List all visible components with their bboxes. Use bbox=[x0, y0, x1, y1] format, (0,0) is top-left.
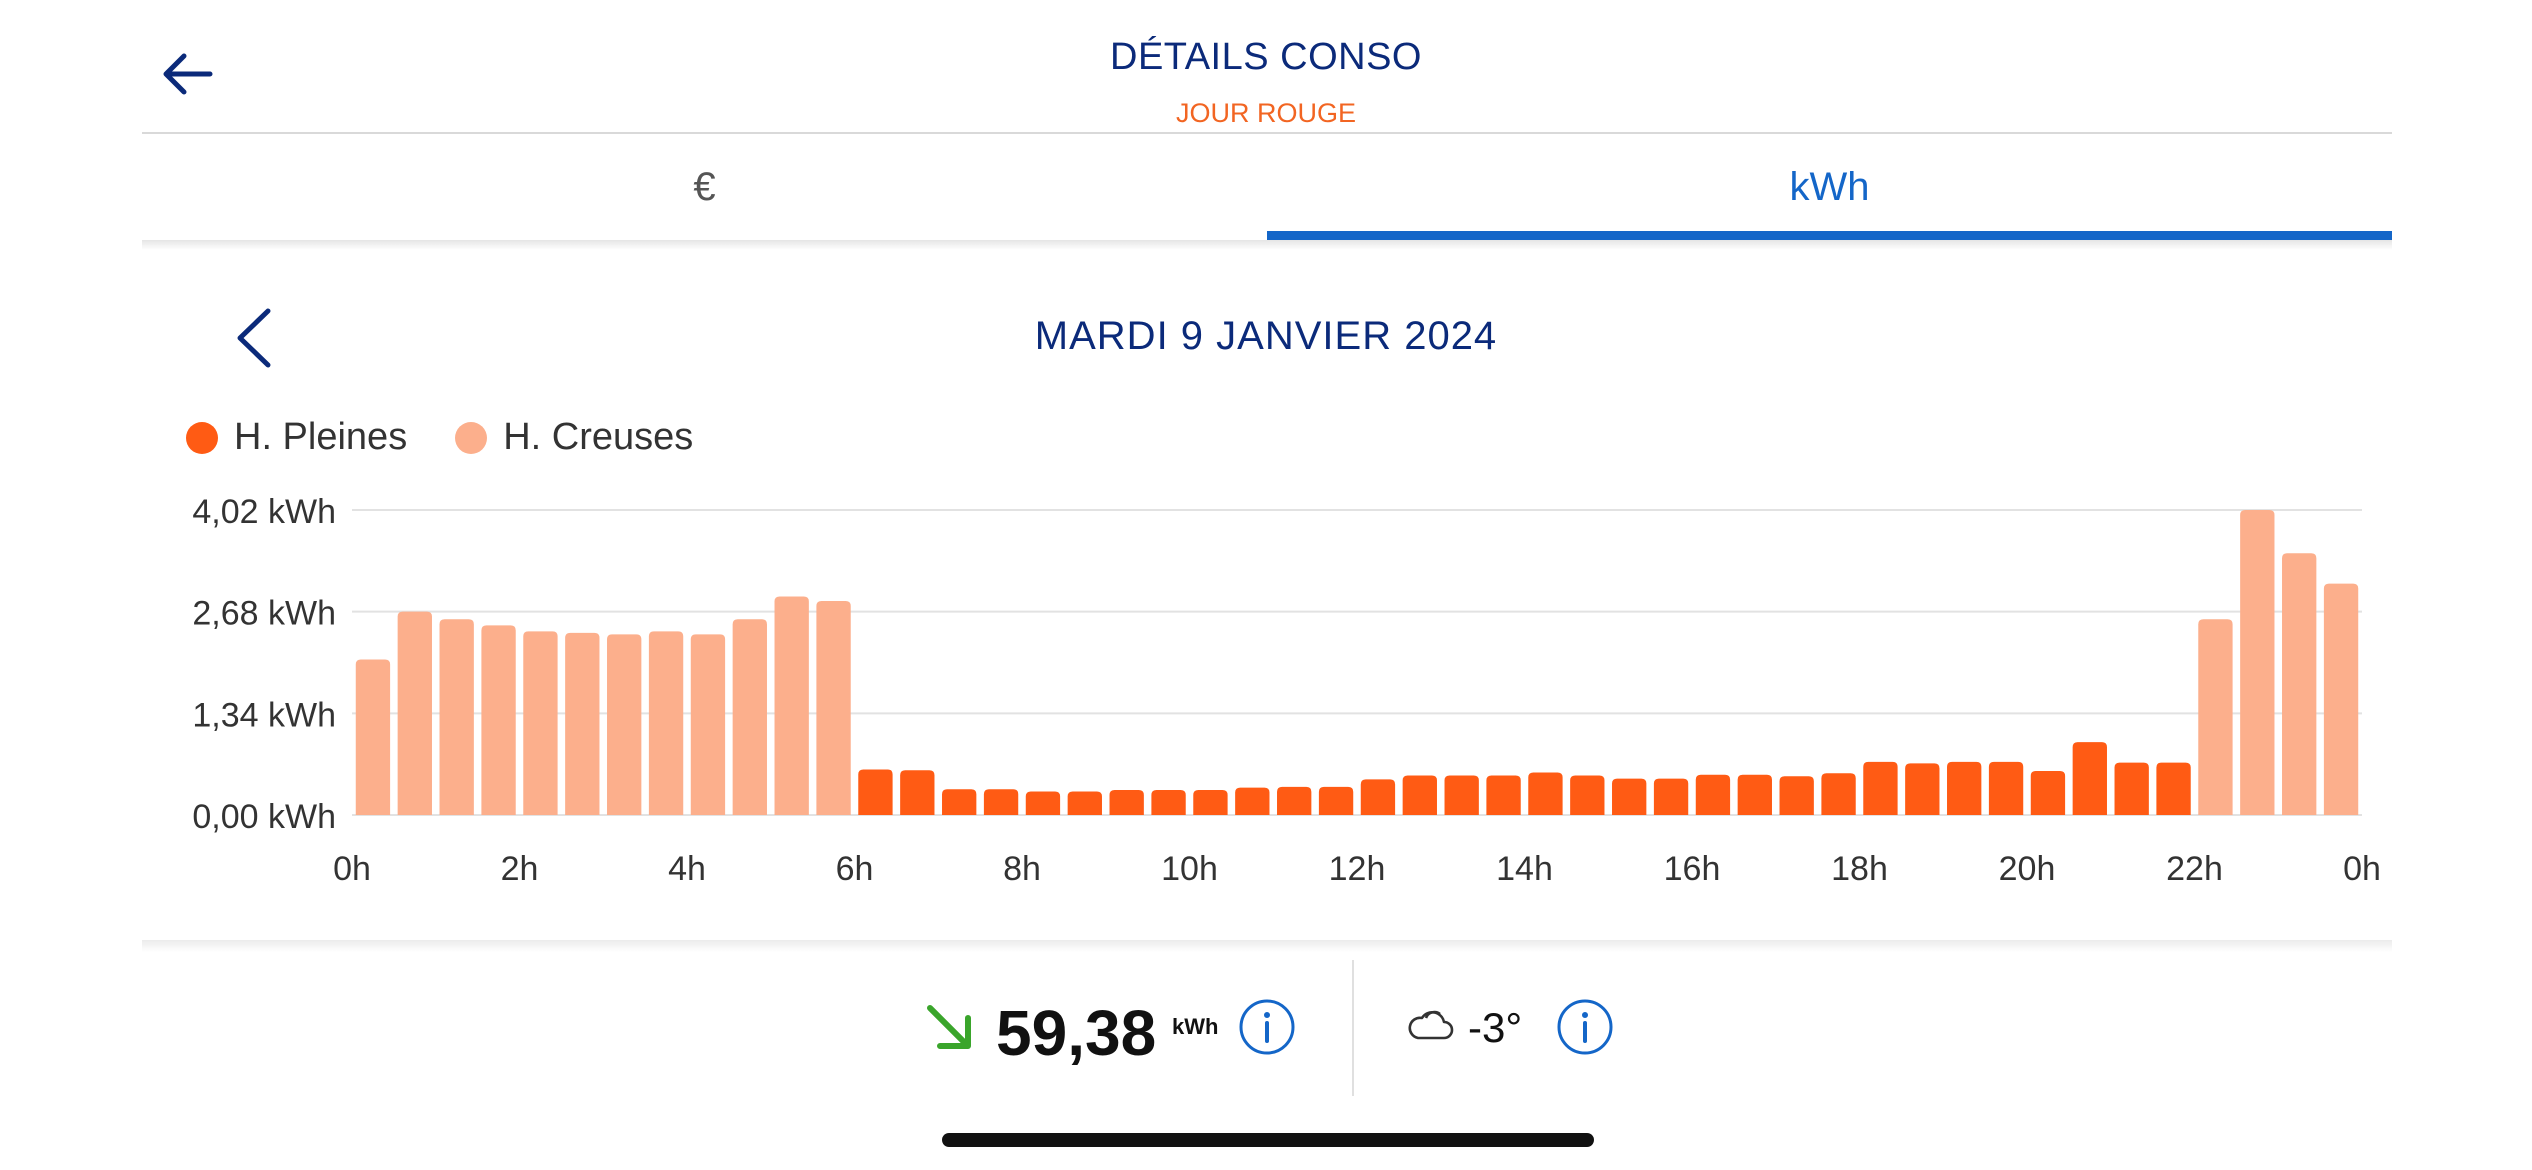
legend-dot-offpeak bbox=[455, 421, 488, 454]
header-divider bbox=[142, 132, 2392, 134]
chart-bar-peak[interactable] bbox=[1402, 775, 1437, 815]
chart-bar-peak[interactable] bbox=[1444, 775, 1479, 815]
x-tick-label: 6h bbox=[836, 850, 874, 888]
chart-bar-peak[interactable] bbox=[1193, 789, 1228, 815]
total-consumption-value: 59,38 bbox=[996, 997, 1157, 1069]
chart-bar-offpeak[interactable] bbox=[523, 631, 558, 815]
chart-bar-peak[interactable] bbox=[1109, 789, 1144, 815]
legend-dot-peak bbox=[186, 421, 218, 454]
x-tick-label: 8h bbox=[1003, 850, 1041, 888]
y-tick-label: 2,68 kWh bbox=[192, 595, 336, 633]
chart-bar-peak[interactable] bbox=[1821, 773, 1856, 815]
x-tick-label: 12h bbox=[1329, 850, 1386, 888]
chart-bar-peak[interactable] bbox=[1486, 775, 1521, 815]
chart-bar-peak[interactable] bbox=[900, 770, 935, 815]
arrow-down-right-icon bbox=[927, 1005, 971, 1049]
chart-bar-peak[interactable] bbox=[1905, 763, 1940, 815]
tab-euro[interactable]: € bbox=[693, 164, 716, 209]
temperature-value: -3° bbox=[1468, 1004, 1523, 1051]
chart-legend: H. Pleines H. Creuses bbox=[186, 416, 741, 459]
chart-bar-peak[interactable] bbox=[1318, 786, 1354, 815]
summary-bar: 59,38 kWh -3° bbox=[0, 960, 2532, 1100]
chart-bar-peak[interactable] bbox=[1863, 761, 1898, 815]
chart-bar-peak[interactable] bbox=[2072, 742, 2107, 815]
x-tick-label: 20h bbox=[1999, 850, 2056, 888]
date-label: MARDI 9 JANVIER 2024 bbox=[1034, 314, 1498, 358]
chart-bar-offpeak[interactable] bbox=[355, 659, 391, 815]
chart-bar-peak[interactable] bbox=[1570, 775, 1605, 815]
chart-bar-peak[interactable] bbox=[942, 789, 977, 815]
chart-bar-peak[interactable] bbox=[983, 789, 1019, 815]
chart-bar-offpeak[interactable] bbox=[648, 631, 684, 815]
chart-bar-offpeak[interactable] bbox=[774, 596, 809, 815]
chart-bar-offpeak[interactable] bbox=[2323, 583, 2359, 815]
consumption-chart: 0,00 kWh 1,34 kWh 2,68 kWh 4,02 kWh 0h 2h 4h 6h… bbox=[192, 493, 2381, 888]
chart-bar-peak[interactable] bbox=[1151, 789, 1186, 815]
chart-bar-offpeak[interactable] bbox=[816, 601, 851, 815]
x-tick-label: 10h bbox=[1161, 850, 1218, 888]
chart-bar-peak[interactable] bbox=[2030, 770, 2066, 815]
back-button[interactable] bbox=[158, 44, 218, 104]
chart-bar-offpeak[interactable] bbox=[2240, 510, 2275, 815]
x-tick-label: 4h bbox=[668, 850, 706, 888]
x-tick-label: 18h bbox=[1831, 850, 1888, 888]
consumption-info-button[interactable] bbox=[1238, 998, 1296, 1056]
y-tick-label: 1,34 kWh bbox=[192, 696, 336, 734]
x-tick-label: 0h bbox=[333, 850, 371, 888]
tabs-shadow bbox=[142, 240, 2392, 250]
chart-bar-offpeak[interactable] bbox=[481, 625, 516, 815]
cloud-icon bbox=[1408, 1010, 1454, 1040]
legend-label-offpeak: H. Creuses bbox=[503, 416, 694, 458]
chart-bar-peak[interactable] bbox=[2114, 762, 2149, 815]
previous-day-button[interactable] bbox=[226, 303, 286, 373]
chart-bar-offpeak[interactable] bbox=[690, 634, 726, 815]
y-tick-label: 0,00 kWh bbox=[192, 798, 336, 836]
chart-bar-peak[interactable] bbox=[858, 769, 893, 815]
page-title: DÉTAILS CONSO bbox=[1110, 36, 1422, 78]
chart-bar-peak[interactable] bbox=[1067, 791, 1102, 815]
chart-bar-offpeak[interactable] bbox=[2198, 619, 2233, 815]
legend-label-peak: H. Pleines bbox=[234, 416, 408, 458]
x-tick-label: 2h bbox=[501, 850, 539, 888]
chart-bar-peak[interactable] bbox=[1737, 774, 1772, 815]
summary-divider bbox=[1352, 960, 1354, 1096]
chart-bar-peak[interactable] bbox=[1528, 772, 1563, 815]
legend-item-peak: H. Pleines bbox=[186, 416, 407, 459]
arrow-left-icon bbox=[163, 53, 213, 95]
chart-bar-offpeak[interactable] bbox=[439, 619, 474, 815]
chart-bar-offpeak[interactable] bbox=[397, 611, 432, 815]
total-consumption-unit: kWh bbox=[1172, 1014, 1219, 1039]
tab-kwh[interactable]: kWh bbox=[1267, 134, 2392, 240]
weather-info-button[interactable] bbox=[1556, 998, 1614, 1056]
chart-bar-peak[interactable] bbox=[1947, 761, 1982, 815]
chart-bar-peak[interactable] bbox=[1025, 791, 1061, 815]
chart-bar-offpeak[interactable] bbox=[565, 632, 600, 815]
x-tick-label: 0h bbox=[2343, 850, 2381, 888]
chart-bar-peak[interactable] bbox=[1277, 786, 1312, 815]
chart-bar-offpeak[interactable] bbox=[607, 634, 642, 815]
chart-bar-peak[interactable] bbox=[2156, 762, 2191, 815]
chart-bar-peak[interactable] bbox=[1779, 776, 1814, 815]
day-type-label: JOUR ROUGE bbox=[1175, 98, 1356, 128]
chart-bar-peak[interactable] bbox=[1653, 778, 1689, 815]
chart-bar-offpeak[interactable] bbox=[732, 619, 767, 815]
chart-bar-peak[interactable] bbox=[1612, 778, 1647, 815]
y-tick-label: 4,02 kWh bbox=[192, 493, 336, 531]
chart-bar-peak[interactable] bbox=[1360, 779, 1396, 815]
x-tick-label: 14h bbox=[1496, 850, 1553, 888]
chart-bar-offpeak[interactable] bbox=[2282, 553, 2317, 815]
x-tick-label: 16h bbox=[1664, 850, 1721, 888]
chart-bar-peak[interactable] bbox=[1235, 787, 1270, 815]
x-tick-label: 22h bbox=[2166, 850, 2223, 888]
chart-bar-peak[interactable] bbox=[1695, 774, 1731, 815]
home-indicator bbox=[942, 1133, 1594, 1147]
unit-tabs: € kWh bbox=[142, 134, 2392, 240]
chart-bar-peak[interactable] bbox=[1988, 761, 2024, 815]
chevron-left-icon bbox=[237, 308, 271, 368]
legend-item-offpeak: H. Creuses bbox=[455, 416, 693, 459]
chart-bottom-shadow bbox=[142, 940, 2392, 952]
